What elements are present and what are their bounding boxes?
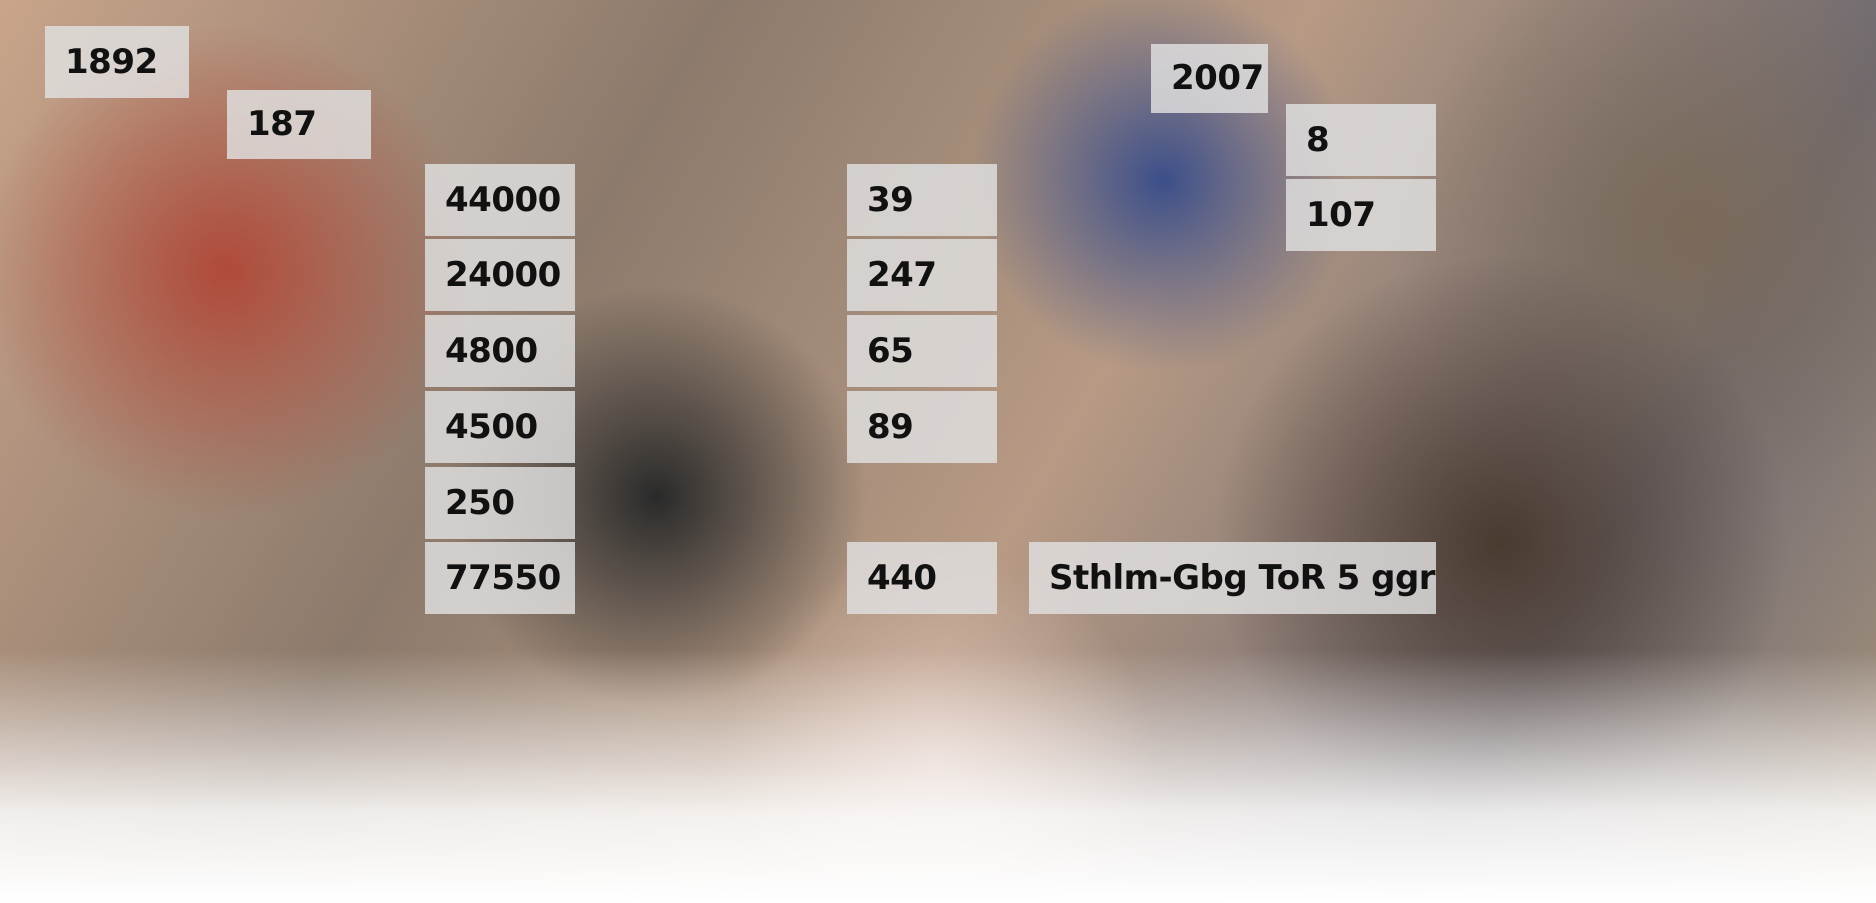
label: 4500 xyxy=(425,391,575,463)
label: 77550 xyxy=(425,542,575,614)
page: 1892 187 44000 24000 4800 4500 250 77550… xyxy=(0,0,1876,903)
label: 440 xyxy=(847,542,997,614)
label: 24000 xyxy=(425,239,575,311)
label: 250 xyxy=(425,467,575,539)
label: 107 xyxy=(1286,179,1436,251)
label: 89 xyxy=(847,391,997,463)
label: 4800 xyxy=(425,315,575,387)
label: 2007 xyxy=(1151,44,1268,113)
label: 187 xyxy=(227,90,371,159)
label: 8 xyxy=(1286,104,1436,176)
label: 65 xyxy=(847,315,997,387)
label: 44000 xyxy=(425,164,575,236)
photo-slide: 1892 187 44000 24000 4800 4500 250 77550… xyxy=(0,0,1876,903)
label: Sthlm-Gbg ToR 5 ggr xyxy=(1029,542,1436,614)
label: 1892 xyxy=(45,26,189,98)
label: 39 xyxy=(847,164,997,236)
label: 247 xyxy=(847,239,997,311)
